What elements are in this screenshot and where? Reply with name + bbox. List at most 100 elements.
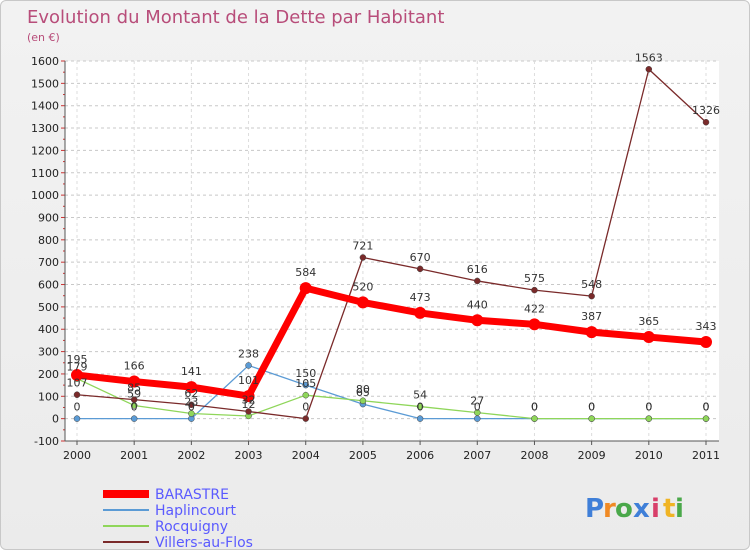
- grid-layer: -100010020030040050060070080090010001100…: [31, 55, 720, 462]
- data-label-haplincourt: 0: [131, 401, 138, 414]
- point-haplincourt: [416, 415, 424, 422]
- y-tick-label: 600: [38, 279, 59, 292]
- data-label-haplincourt: 0: [188, 401, 195, 414]
- legend: BARASTREHaplincourtRocquignyVillers-au-F…: [103, 487, 253, 551]
- y-tick-label: 500: [38, 301, 59, 314]
- data-label-villers-au-flos: 85: [127, 382, 141, 395]
- logo-letter: P: [585, 494, 604, 524]
- x-tick-label: 2000: [63, 449, 91, 462]
- data-label-rocquigny: 179: [67, 361, 88, 374]
- y-tick-label: 1400: [31, 100, 59, 113]
- x-tick-label: 2004: [292, 449, 320, 462]
- data-label-villers-au-flos: 575: [524, 272, 545, 285]
- y-tick-label: 1200: [31, 144, 59, 157]
- point-barastre: [414, 306, 427, 319]
- y-tick-label: 1500: [31, 77, 59, 90]
- data-label-haplincourt: 150: [295, 367, 316, 380]
- data-label-haplincourt: 0: [474, 401, 481, 414]
- y-tick-label: 200: [38, 368, 59, 381]
- y-tick-label: 100: [38, 390, 59, 403]
- point-rocquigny: [531, 415, 538, 422]
- point-rocquigny: [416, 403, 424, 410]
- legend-label-haplincourt: Haplincourt: [155, 503, 237, 519]
- data-label-rocquigny: 12: [242, 398, 256, 411]
- data-label-villers-au-flos: 721: [352, 239, 373, 252]
- x-tick-label: 2009: [578, 449, 606, 462]
- data-label-haplincourt: 0: [588, 401, 595, 414]
- data-label-rocquigny: 59: [127, 387, 141, 400]
- data-label-barastre: 422: [524, 302, 545, 315]
- point-rocquigny: [474, 409, 481, 416]
- logo-letter: r: [603, 494, 616, 524]
- data-label-barastre: 101: [238, 374, 259, 387]
- point-haplincourt: [130, 415, 138, 422]
- x-tick-label: 2007: [463, 449, 491, 462]
- legend-label-villers-au-flos: Villers-au-Flos: [155, 535, 253, 551]
- point-villers-au-flos: [474, 277, 481, 285]
- point-villers-au-flos: [531, 286, 538, 294]
- y-tick-label: 400: [38, 323, 59, 336]
- point-villers-au-flos: [588, 292, 595, 300]
- data-label-haplincourt: 0: [531, 401, 538, 414]
- x-tick-label: 2010: [635, 449, 663, 462]
- y-tick-label: 1000: [31, 189, 59, 202]
- point-villers-au-flos: [188, 401, 195, 409]
- point-barastre: [71, 369, 83, 382]
- data-label-barastre: 166: [124, 360, 145, 373]
- legend-label-barastre: BARASTRE: [155, 487, 229, 503]
- data-label-barastre: 365: [638, 315, 659, 328]
- point-haplincourt: [245, 362, 252, 369]
- y-tick-label: 800: [38, 234, 59, 247]
- data-label-villers-au-flos: 670: [410, 251, 431, 264]
- data-label-barastre: 584: [295, 266, 316, 279]
- point-barastre: [128, 375, 141, 388]
- point-barastre: [242, 390, 255, 403]
- data-label-haplincourt: 65: [356, 386, 370, 399]
- point-villers-au-flos: [702, 118, 710, 126]
- data-label-rocquigny: 27: [470, 395, 484, 408]
- plot-area: [65, 61, 719, 441]
- point-haplincourt: [73, 415, 81, 422]
- data-label-barastre: 195: [67, 353, 88, 366]
- data-label-barastre: 473: [410, 291, 431, 304]
- data-label-villers-au-flos: 107: [67, 377, 88, 390]
- point-rocquigny: [359, 397, 367, 405]
- point-barastre: [528, 318, 541, 331]
- x-tick-label: 2002: [177, 449, 205, 462]
- point-barastre: [642, 331, 655, 344]
- point-barastre: [185, 381, 198, 394]
- point-barastre: [471, 314, 484, 327]
- data-label-barastre: 520: [352, 280, 373, 293]
- y-tick-label: 0: [52, 413, 59, 426]
- proxiti-logo: Pr o x i t i: [585, 494, 684, 524]
- point-villers-au-flos: [245, 408, 252, 415]
- logo-letter: i: [651, 494, 660, 524]
- point-rocquigny: [188, 410, 195, 417]
- y-tick-label: 1600: [31, 55, 59, 68]
- x-tick-label: 2006: [406, 449, 434, 462]
- y-tick-label: 700: [38, 256, 59, 269]
- data-label-haplincourt: 0: [645, 401, 652, 414]
- data-label-villers-au-flos: 548: [581, 278, 602, 291]
- y-tick-label: 1300: [31, 122, 59, 135]
- point-barastre: [585, 326, 598, 339]
- point-barastre: [356, 296, 369, 309]
- x-tick-label: 2011: [692, 449, 720, 462]
- point-barastre: [700, 335, 712, 348]
- point-rocquigny: [302, 391, 309, 399]
- data-label-rocquigny: 0: [531, 401, 538, 414]
- x-tick-label: 2008: [520, 449, 548, 462]
- point-haplincourt: [474, 415, 481, 422]
- y-tick-label: -100: [34, 435, 59, 448]
- data-label-rocquigny: 80: [356, 383, 370, 396]
- point-villers-au-flos: [302, 415, 309, 422]
- x-tick-label: 2005: [349, 449, 377, 462]
- data-label-villers-au-flos: 1563: [635, 51, 663, 64]
- x-tick-label: 2003: [235, 449, 263, 462]
- data-label-barastre: 141: [181, 365, 202, 378]
- point-rocquigny: [588, 415, 595, 422]
- logo-letter: i: [675, 494, 684, 524]
